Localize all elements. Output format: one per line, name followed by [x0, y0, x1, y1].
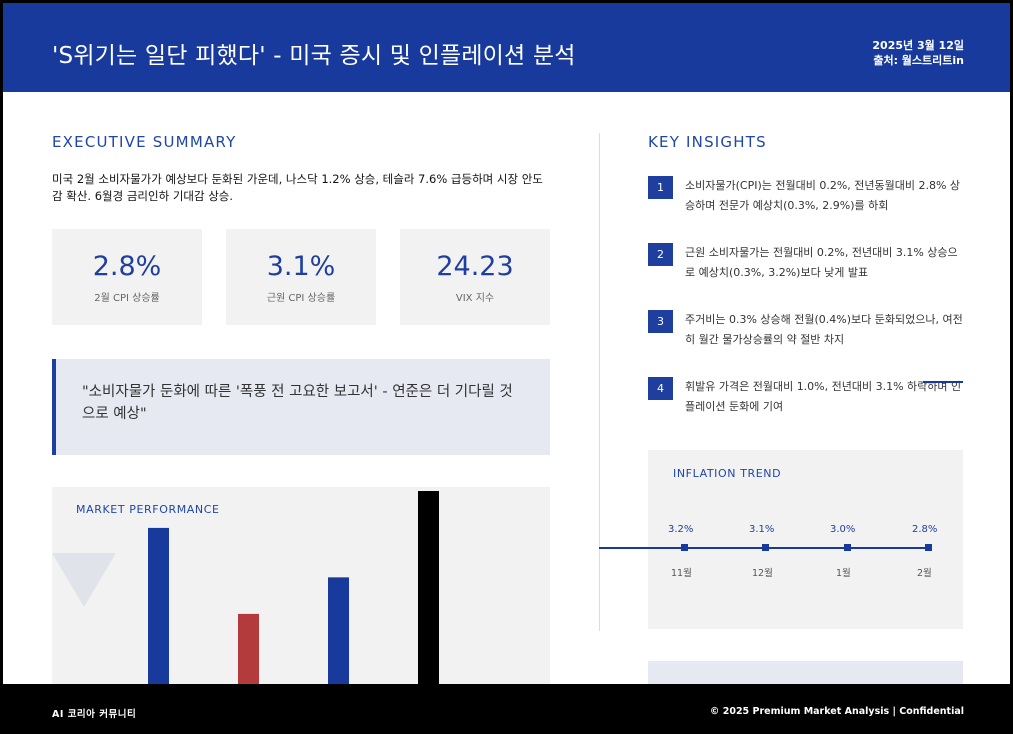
stat-card-cpi: 2.8% 2월 CPI 상승률 — [52, 229, 202, 325]
market-bar — [148, 527, 169, 687]
footer-org: AI 코리아 커뮤니티 — [52, 709, 137, 720]
summary-text: 미국 2월 소비자물가가 예상보다 둔화된 가운데, 나스닥 1.2% 상승, … — [52, 172, 543, 203]
market-performance-title: MARKET PERFORMANCE — [76, 503, 220, 516]
decorative-triangle — [52, 553, 116, 607]
market-performance-chart — [52, 491, 439, 687]
trend-point — [762, 544, 769, 551]
insight-number: 1 — [648, 176, 673, 199]
inflation-trend-title: INFLATION TREND — [673, 467, 782, 480]
inflation-trend-panel: INFLATION TREND 3.2% 3.1% 3.0% 2.8% 11월 … — [648, 450, 963, 629]
stat-label: 근원 CPI 상승률 — [266, 293, 336, 304]
trend-month: 12월 — [752, 568, 773, 579]
trend-line-overlay — [599, 381, 963, 551]
trend-value: 3.0% — [830, 524, 856, 535]
footer-copyright: © 2025 Premium Market Analysis | Confide… — [709, 706, 964, 717]
report-source: 출처: 월스트리트in — [873, 54, 964, 67]
insight-text: 주거비는 0.3% 상승해 전월(0.4%)보다 둔화되었으나, 여전히 월간 … — [685, 313, 963, 346]
insight-number: 4 — [648, 377, 673, 400]
trend-month: 2월 — [917, 568, 932, 579]
stat-card-core-cpi: 3.1% 근원 CPI 상승률 — [226, 229, 376, 325]
market-bar — [328, 577, 349, 687]
market-bar — [418, 491, 439, 687]
stat-value: 24.23 — [436, 251, 514, 282]
trend-month: 11월 — [671, 568, 692, 579]
header-meta: 2025년 3월 12일 출처: 월스트리트in — [872, 38, 964, 68]
stat-value: 2.8% — [92, 251, 162, 282]
page-title: 'S위기는 일단 피했다' - 미국 증시 및 인플레이션 분석 — [52, 43, 576, 69]
stat-value: 3.1% — [266, 251, 336, 282]
market-performance-panel: MARKET PERFORMANCE — [52, 487, 550, 687]
stat-card-vix: 24.23 VIX 지수 — [400, 229, 550, 325]
trend-point — [844, 544, 851, 551]
header-banner: 'S위기는 일단 피했다' - 미국 증시 및 인플레이션 분석 2025년 3… — [3, 3, 1010, 92]
key-insights-heading: KEY INSIGHTS — [648, 133, 767, 151]
executive-summary-heading: EXECUTIVE SUMMARY — [52, 133, 237, 151]
report-page: 'S위기는 일단 피했다' - 미국 증시 및 인플레이션 분석 2025년 3… — [3, 3, 1010, 731]
trend-value: 3.2% — [668, 524, 694, 535]
stat-label: VIX 지수 — [455, 293, 495, 304]
insight-text: 근원 소비자물가는 전월대비 0.2%, 전년대비 3.1% 상승으로 예상치(… — [685, 246, 958, 279]
insight-number: 3 — [648, 310, 673, 333]
column-divider — [599, 133, 600, 631]
trend-value: 2.8% — [912, 524, 938, 535]
insight-text: 소비자물가(CPI)는 전월대비 0.2%, 전년동월대비 2.8% 상승하며 … — [685, 179, 961, 212]
trend-point — [925, 544, 932, 551]
trend-point — [681, 544, 688, 551]
insight-number: 2 — [648, 243, 673, 266]
trend-month: 1월 — [836, 568, 851, 579]
report-date: 2025년 3월 12일 — [872, 39, 964, 52]
trend-value: 3.1% — [749, 524, 775, 535]
stat-label: 2월 CPI 상승률 — [94, 293, 160, 304]
insight-text: 휘발유 가격은 전월대비 1.0%, 전년대비 3.1% 하락하며 인플레이션 … — [685, 380, 962, 413]
market-bar — [238, 613, 259, 687]
quote-block: "소비자물가 둔화에 따른 '폭풍 전 고요한 보고서' - 연준은 더 기다릴… — [52, 359, 550, 455]
footer: AI 코리아 커뮤니티 © 2025 Premium Market Analys… — [3, 684, 1010, 731]
